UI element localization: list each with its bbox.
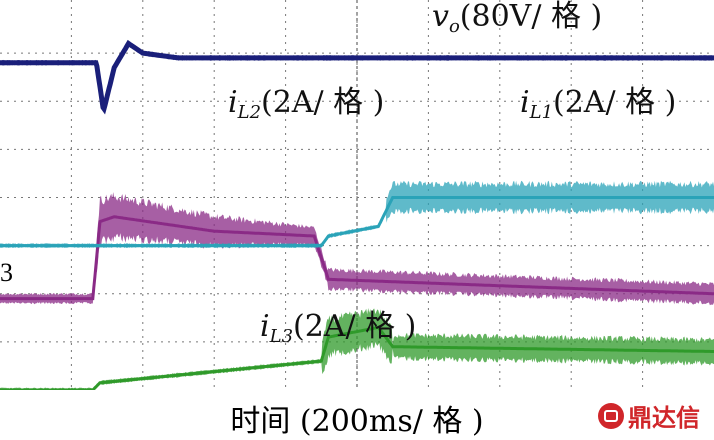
trace-line-3	[0, 196, 714, 248]
channel-marker: 3	[0, 258, 13, 287]
trace-line-4	[0, 325, 714, 390]
label-il2-unit: (2A/ 格 )	[261, 85, 385, 120]
trace-line-1	[0, 39, 714, 115]
label-il3-unit: (2A/ 格 )	[293, 309, 417, 344]
trace-line-2	[0, 215, 714, 301]
label-il2: iL2(2A/ 格 )	[228, 88, 384, 122]
label-il3-symbol: i	[260, 309, 270, 344]
label-il3: iL3(2A/ 格 )	[260, 312, 416, 346]
watermark-text: 鼎达信	[628, 404, 700, 432]
traces	[0, 39, 714, 390]
oscilloscope-screen	[0, 0, 714, 390]
label-il1-symbol: i	[520, 85, 530, 120]
label-il3-sub: L3	[269, 326, 294, 347]
label-il1-sub: L1	[529, 102, 554, 123]
label-vo: vo(80V/ 格 )	[432, 2, 602, 36]
watermark: 鼎达信	[598, 398, 700, 433]
trace-band-2	[0, 192, 714, 306]
label-vo-sub: o	[448, 16, 460, 37]
label-il2-sub: L2	[237, 102, 262, 123]
label-vo-unit: (80V/ 格 )	[459, 0, 603, 34]
watermark-logo-icon	[598, 402, 624, 429]
label-il2-symbol: i	[228, 85, 238, 120]
label-il1-unit: (2A/ 格 )	[553, 85, 677, 120]
label-il1: iL1(2A/ 格 )	[520, 88, 676, 122]
label-vo-symbol: v	[432, 0, 449, 34]
